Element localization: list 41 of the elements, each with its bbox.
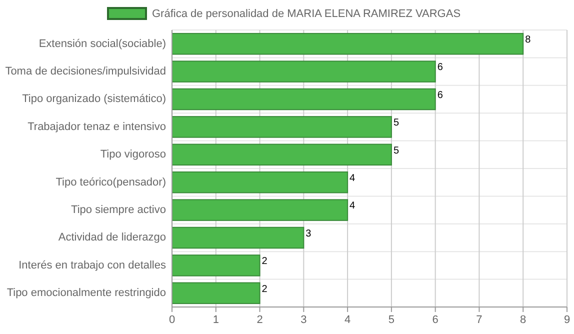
- legend-label: Gráfica de personalidad de MARIA ELENA RAMIREZ VARGAS: [152, 8, 461, 20]
- data-label: 2: [262, 284, 268, 295]
- data-label: 4: [350, 172, 356, 184]
- y-tick-label: Tipo teórico(pensador): [56, 176, 166, 188]
- x-tick-label: 4: [344, 314, 351, 326]
- y-tick-label: Toma de decisiones/impulsividad: [5, 65, 166, 78]
- data-label: 6: [437, 90, 444, 101]
- x-tick-label: 0: [168, 314, 176, 326]
- y-tick-label: Actividad de liderazgo: [58, 232, 166, 244]
- x-tick-label: 3: [300, 314, 307, 326]
- bar: [172, 32, 524, 55]
- x-tick-label: 2: [256, 314, 263, 326]
- bar: [172, 254, 260, 276]
- y-tick-label: Tipo siempre activo: [71, 204, 166, 216]
- data-label: 8: [525, 34, 532, 46]
- data-label: 5: [393, 145, 400, 156]
- bar: [172, 226, 304, 249]
- data-label: 6: [437, 62, 444, 74]
- x-tick-label: 6: [432, 314, 438, 326]
- bar: [172, 199, 348, 221]
- bar: [172, 88, 436, 110]
- x-tick-label: 5: [388, 314, 395, 326]
- data-label: 3: [306, 228, 312, 240]
- data-label: 2: [262, 256, 268, 268]
- bar: [172, 60, 436, 82]
- y-tick-label: Extensión social(sociable): [38, 38, 166, 50]
- y-tick-label: Tipo organizado (sistemático): [22, 93, 166, 106]
- bar: [172, 171, 348, 194]
- y-tick-label: Interés en trabajo con detalles: [18, 259, 166, 272]
- y-tick-label: Trabajador tenaz e intensivo: [28, 120, 166, 133]
- y-tick-label: Tipo vigoroso: [100, 148, 166, 161]
- x-tick-label: 9: [564, 314, 570, 326]
- data-label: 5: [393, 118, 400, 129]
- x-tick-label: 1: [212, 314, 219, 326]
- y-tick-label: Tipo emocionalmente restringido: [6, 287, 166, 300]
- bar: [172, 144, 392, 166]
- bar: [172, 116, 392, 138]
- x-tick-label: 7: [476, 314, 482, 326]
- x-tick-label: 8: [520, 314, 526, 326]
- data-label: 4: [350, 200, 356, 212]
- bar: [172, 282, 260, 304]
